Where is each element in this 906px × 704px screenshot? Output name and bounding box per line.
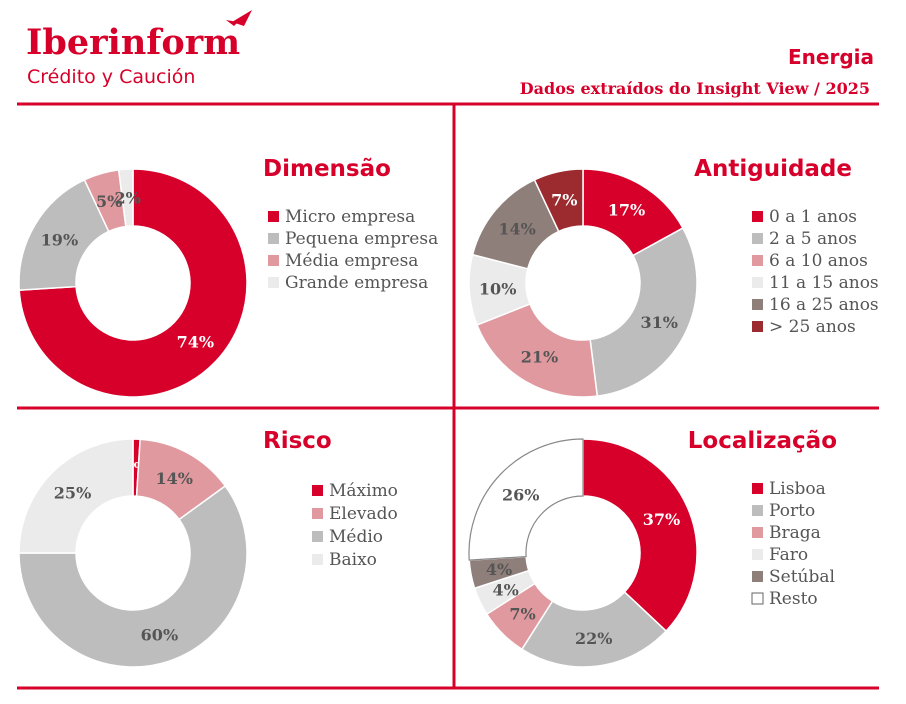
value-label: 4% bbox=[486, 560, 512, 579]
value-label: 19% bbox=[41, 230, 78, 249]
legend-swatch bbox=[268, 211, 279, 222]
legend-swatch bbox=[268, 277, 279, 288]
value-label: 37% bbox=[643, 510, 680, 529]
value-label: 22% bbox=[575, 629, 612, 648]
slice bbox=[533, 168, 584, 233]
chart-title: Antiguidade bbox=[694, 156, 852, 182]
legend-swatch bbox=[312, 531, 323, 542]
legend-label: Baixo bbox=[329, 550, 377, 570]
slice bbox=[589, 227, 698, 397]
legend-label: Máximo bbox=[329, 481, 398, 501]
value-label: 2% bbox=[114, 189, 140, 208]
value-label: 10% bbox=[479, 279, 516, 298]
value-label: 21% bbox=[521, 348, 558, 367]
slice bbox=[117, 168, 134, 228]
legend-label: Braga bbox=[769, 523, 821, 543]
legend-label: > 25 anos bbox=[769, 317, 856, 337]
tagline: Crédito y Caución bbox=[27, 66, 195, 88]
chart-title: Risco bbox=[263, 428, 332, 454]
legend-label: Médio bbox=[329, 527, 383, 547]
legend-label: Setúbal bbox=[769, 567, 835, 587]
legend-label: Lisboa bbox=[769, 479, 826, 499]
legend-swatch bbox=[312, 485, 323, 496]
legend-swatch bbox=[312, 554, 323, 565]
chart-title: Localização bbox=[688, 428, 837, 454]
sector: Energia bbox=[788, 45, 874, 69]
legend-label: Média empresa bbox=[285, 251, 418, 271]
slice bbox=[582, 438, 698, 633]
slice bbox=[476, 303, 599, 398]
value-label: 25% bbox=[54, 484, 91, 503]
brand: Iberinform bbox=[26, 22, 240, 63]
value-label: 26% bbox=[502, 485, 539, 504]
legend-swatch bbox=[752, 233, 763, 244]
slice bbox=[18, 168, 248, 398]
value-label: 60% bbox=[141, 625, 178, 644]
chart-title: Dimensão bbox=[263, 156, 391, 182]
value-label: 7% bbox=[509, 604, 535, 623]
legend-label: Resto bbox=[769, 589, 818, 609]
legend-swatch bbox=[752, 277, 763, 288]
legend-label: 0 a 1 anos bbox=[769, 207, 857, 227]
legend-label: Porto bbox=[769, 501, 815, 521]
legend-swatch bbox=[752, 505, 763, 516]
legend-swatch bbox=[752, 321, 763, 332]
legend-label: Grande empresa bbox=[285, 273, 428, 293]
slice bbox=[520, 590, 668, 668]
legend-label: 6 a 10 anos bbox=[769, 251, 868, 271]
value-label: 31% bbox=[640, 313, 677, 332]
legend-label: Pequena empresa bbox=[285, 229, 438, 249]
legend-swatch bbox=[752, 299, 763, 310]
legend-swatch bbox=[752, 527, 763, 538]
legend-swatch bbox=[752, 211, 763, 222]
legend-label: Micro empresa bbox=[285, 207, 415, 227]
legend-label: 11 a 15 anos bbox=[769, 273, 879, 293]
value-label: 5% bbox=[96, 192, 122, 211]
legend-swatch bbox=[752, 571, 763, 582]
legend-label: Elevado bbox=[329, 504, 398, 524]
slice bbox=[18, 178, 110, 291]
legend-swatch bbox=[752, 483, 763, 494]
dividers bbox=[17, 102, 879, 690]
legend-swatch bbox=[752, 549, 763, 560]
value-label: 7% bbox=[551, 191, 577, 210]
value-label: 14% bbox=[155, 469, 192, 488]
value-label: 17% bbox=[608, 200, 645, 219]
legend-swatch bbox=[752, 255, 763, 266]
legend-label: Faro bbox=[769, 545, 808, 565]
legend-label: 16 a 25 anos bbox=[769, 295, 879, 315]
slice bbox=[18, 484, 248, 668]
value-label: 14% bbox=[498, 220, 535, 239]
value-label: 74% bbox=[177, 333, 214, 352]
legend-swatch bbox=[268, 255, 279, 266]
logo-plane bbox=[226, 10, 252, 26]
slice bbox=[18, 438, 134, 554]
legend-label: 2 a 5 anos bbox=[769, 229, 857, 249]
source: Dados extraídos do Insight View / 2025 bbox=[520, 79, 870, 98]
legend-swatch bbox=[751, 592, 764, 605]
legend-swatch bbox=[268, 233, 279, 244]
legend-swatch bbox=[312, 508, 323, 519]
slice bbox=[468, 438, 584, 561]
value-label: 4% bbox=[492, 580, 518, 599]
